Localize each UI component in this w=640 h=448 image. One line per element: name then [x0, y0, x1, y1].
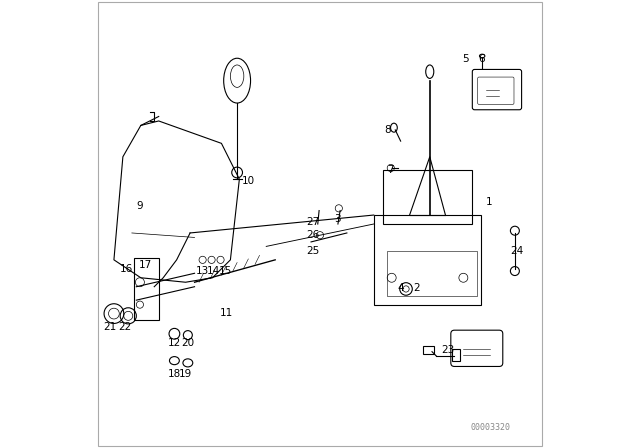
Text: 24: 24: [511, 246, 524, 256]
Text: 15: 15: [220, 266, 232, 276]
Text: 8: 8: [384, 125, 390, 135]
Text: 6: 6: [478, 54, 484, 64]
Text: 7: 7: [387, 165, 394, 175]
Text: 9: 9: [136, 201, 143, 211]
Text: 11: 11: [220, 308, 234, 318]
Text: 27: 27: [306, 217, 319, 227]
Text: 12: 12: [168, 338, 181, 348]
Text: 17: 17: [139, 260, 152, 270]
Text: 19: 19: [179, 369, 192, 379]
Text: 23: 23: [441, 345, 454, 355]
Text: 20: 20: [181, 338, 195, 348]
Text: 00003320: 00003320: [470, 423, 510, 432]
Text: 18: 18: [168, 369, 181, 379]
Text: 25: 25: [306, 246, 319, 256]
Bar: [374, 215, 481, 305]
Text: 26: 26: [306, 230, 319, 240]
Text: 16: 16: [120, 264, 133, 274]
Text: 13: 13: [196, 266, 209, 276]
Bar: [387, 251, 477, 296]
Text: 4: 4: [397, 283, 404, 293]
Bar: [134, 258, 159, 320]
Text: 5: 5: [462, 54, 469, 64]
Text: 22: 22: [118, 322, 132, 332]
Text: 21: 21: [104, 322, 117, 332]
Text: 2: 2: [413, 283, 420, 293]
Bar: [452, 349, 460, 361]
Bar: [383, 170, 472, 224]
Text: 3: 3: [333, 214, 340, 224]
Text: 14: 14: [207, 266, 220, 276]
Text: 10: 10: [242, 177, 255, 186]
Text: 1: 1: [486, 198, 493, 207]
Bar: [423, 346, 434, 354]
